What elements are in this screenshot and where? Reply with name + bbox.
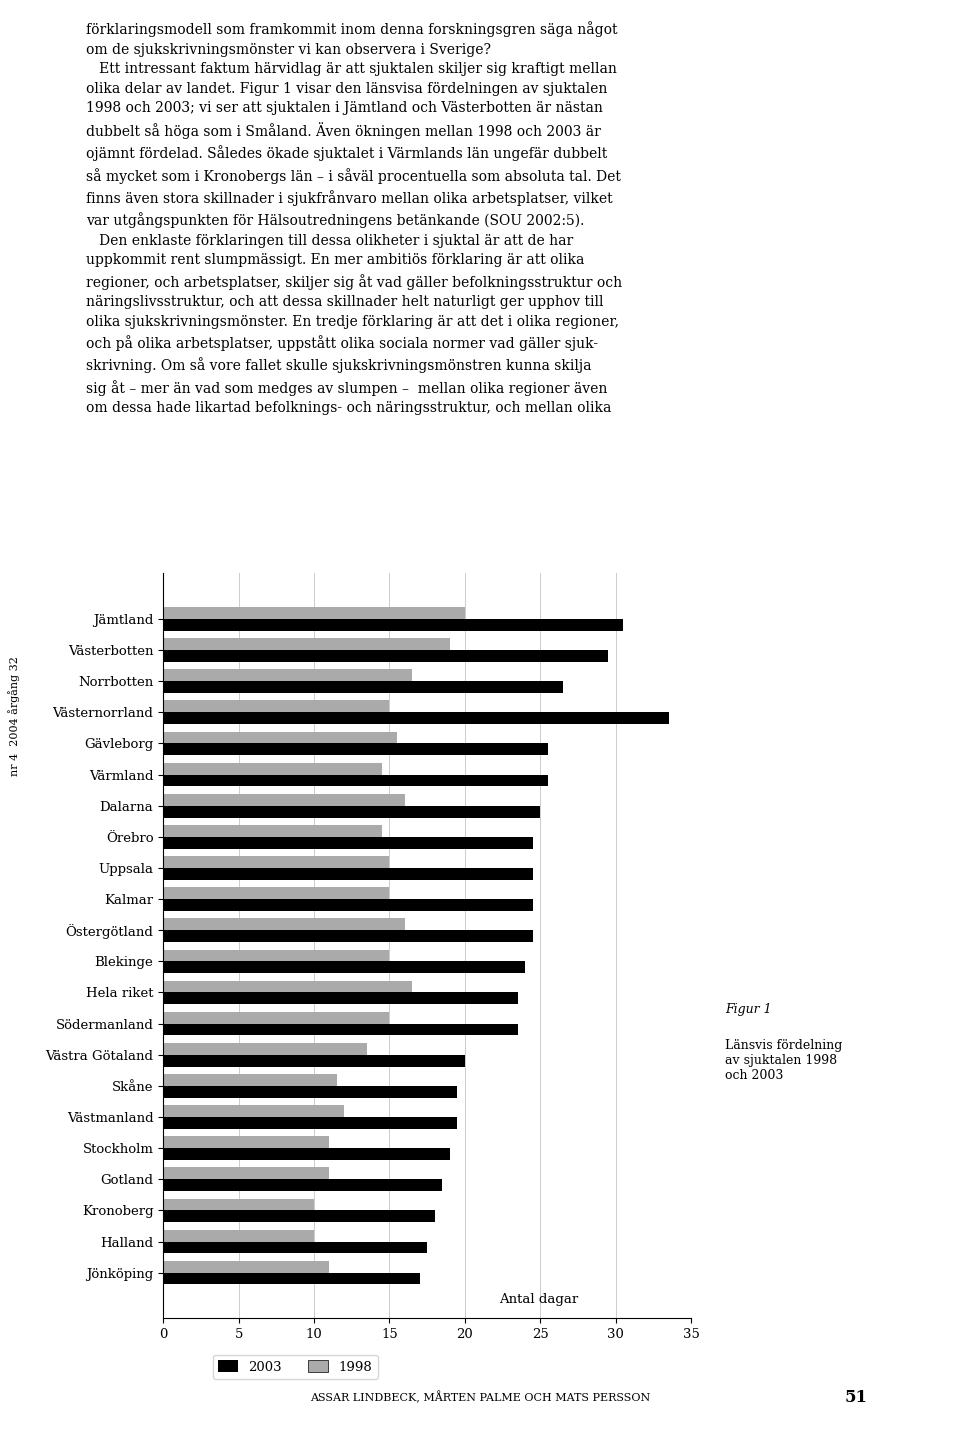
Bar — [163, 1179, 443, 1191]
Bar — [163, 887, 390, 898]
Bar — [163, 1136, 329, 1148]
Bar — [163, 837, 533, 848]
Bar — [163, 1105, 345, 1116]
Text: 51: 51 — [845, 1389, 868, 1406]
Bar — [163, 1198, 314, 1211]
Bar — [163, 608, 465, 619]
Bar — [163, 701, 390, 712]
Bar — [163, 619, 623, 631]
Bar — [163, 732, 397, 744]
Bar — [163, 1023, 517, 1036]
Bar — [163, 1273, 420, 1284]
Bar — [163, 1230, 314, 1241]
Text: ASSAR LINDBECK, MÅRTEN PALME OCH MATS PERSSON: ASSAR LINDBECK, MÅRTEN PALME OCH MATS PE… — [310, 1391, 650, 1403]
Bar — [163, 1116, 457, 1129]
Bar — [163, 1261, 329, 1273]
Bar — [163, 669, 412, 681]
Bar — [163, 651, 609, 662]
Bar — [163, 898, 533, 911]
Bar — [163, 919, 404, 930]
Bar — [163, 1043, 367, 1055]
Bar — [163, 980, 412, 993]
Bar — [163, 1241, 427, 1254]
Bar — [163, 868, 533, 880]
Bar — [163, 1086, 457, 1098]
Bar — [163, 638, 450, 651]
Bar — [163, 1211, 435, 1222]
Text: Länsvis fördelning
av sjuktalen 1998
och 2003: Länsvis fördelning av sjuktalen 1998 och… — [725, 1039, 842, 1082]
Bar — [163, 1012, 390, 1023]
Bar — [163, 1075, 337, 1086]
Bar — [163, 825, 382, 837]
Bar — [163, 805, 540, 817]
Legend: 2003, 1998: 2003, 1998 — [213, 1354, 377, 1379]
Bar — [163, 744, 548, 755]
Bar — [163, 1055, 465, 1066]
Bar — [163, 762, 382, 775]
Bar — [163, 993, 517, 1005]
Text: nr 4  2004 årgång 32: nr 4 2004 årgång 32 — [9, 656, 20, 777]
Bar — [163, 712, 668, 724]
Text: Antal dagar: Antal dagar — [499, 1293, 579, 1307]
Bar — [163, 1168, 329, 1179]
Bar — [163, 794, 404, 805]
Text: förklaringsmodell som framkommit inom denna forskningsgren säga något
om de sjuk: förklaringsmodell som framkommit inom de… — [86, 21, 622, 416]
Bar — [163, 1148, 450, 1159]
Bar — [163, 930, 533, 941]
Bar — [163, 856, 390, 868]
Bar — [163, 962, 525, 973]
Text: Figur 1: Figur 1 — [725, 1003, 772, 1016]
Bar — [163, 775, 548, 787]
Bar — [163, 950, 390, 962]
Bar — [163, 681, 563, 694]
